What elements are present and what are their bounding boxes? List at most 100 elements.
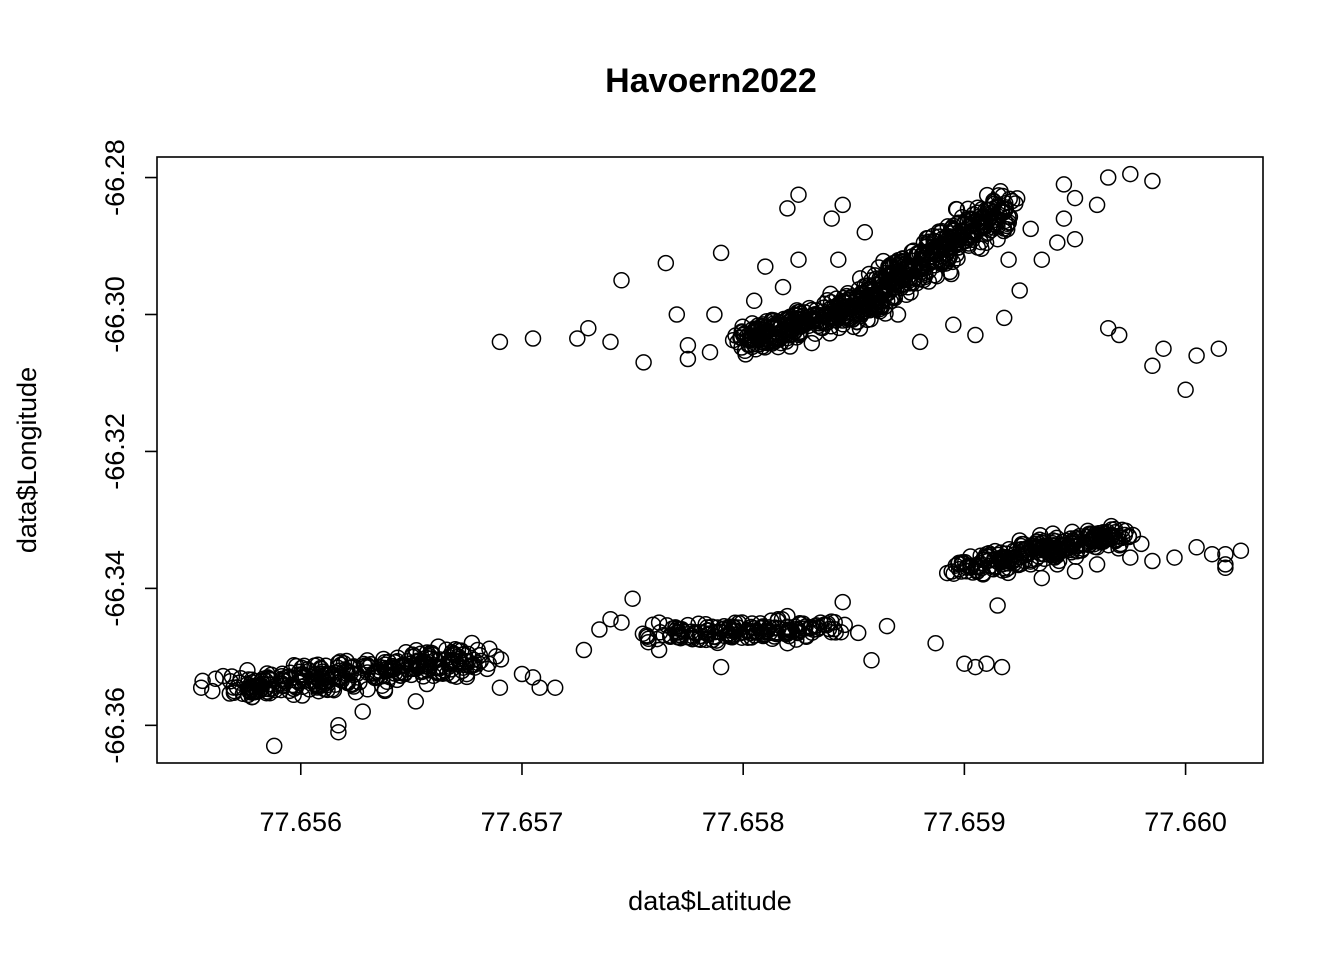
x-tick-label: 77.660	[1144, 807, 1227, 837]
data-point	[376, 682, 394, 700]
data-point	[650, 614, 668, 631]
data-point	[963, 216, 980, 234]
data-point	[1122, 549, 1139, 566]
data-point	[934, 230, 952, 247]
data-point	[978, 545, 995, 563]
data-point	[668, 306, 686, 323]
data-point	[751, 619, 769, 637]
data-point	[640, 630, 657, 648]
data-point	[1088, 556, 1106, 573]
data-point	[889, 306, 907, 323]
data-point	[448, 668, 465, 685]
data-point	[812, 614, 829, 631]
data-point	[662, 627, 679, 644]
data-point	[989, 230, 1006, 248]
plot-frame	[156, 156, 1264, 764]
data-point	[569, 330, 586, 347]
data-point	[1188, 347, 1205, 364]
data-point	[1049, 234, 1066, 251]
data-point	[345, 658, 362, 675]
data-point	[194, 672, 211, 690]
data-point	[878, 617, 896, 635]
data-point	[1144, 172, 1161, 190]
data-point	[492, 651, 510, 668]
data-point	[989, 597, 1006, 614]
y-tick-label: -66.32	[100, 413, 130, 490]
data-point	[282, 664, 299, 682]
data-point	[737, 346, 754, 363]
y-axis-label: data$Longitude	[12, 367, 42, 553]
data-point	[790, 186, 807, 203]
data-point	[897, 267, 915, 285]
data-point	[513, 665, 531, 683]
data-point	[524, 330, 542, 347]
data-point	[1022, 556, 1039, 573]
data-point	[889, 251, 907, 269]
data-point	[317, 666, 335, 684]
data-point	[1028, 533, 1046, 550]
data-point	[867, 297, 885, 314]
data-point	[274, 677, 292, 694]
data-point	[830, 251, 847, 268]
data-point	[1000, 251, 1017, 268]
data-point	[1122, 165, 1139, 183]
data-point	[825, 309, 842, 326]
data-point	[788, 631, 805, 648]
data-point	[1066, 563, 1084, 580]
data-point	[834, 593, 851, 611]
data-point	[399, 653, 416, 670]
data-point	[1217, 545, 1234, 563]
data-point	[1106, 532, 1124, 549]
data-point	[993, 658, 1011, 676]
data-point	[944, 228, 962, 246]
data-point	[745, 292, 763, 310]
data-point	[591, 621, 608, 638]
data-point	[761, 624, 778, 642]
data-point	[769, 612, 786, 630]
data-point	[863, 272, 880, 289]
data-point	[945, 565, 962, 582]
data-point	[348, 665, 366, 683]
data-point	[469, 641, 486, 659]
data-point	[248, 679, 265, 696]
data-point	[1068, 543, 1086, 560]
data-point	[967, 658, 984, 676]
y-tick-label: -66.36	[100, 687, 130, 764]
data-point	[823, 303, 841, 320]
data-point	[803, 334, 821, 352]
data-point	[691, 624, 708, 641]
data-point	[317, 674, 334, 692]
data-point	[638, 627, 655, 644]
data-point	[359, 657, 376, 675]
data-point	[265, 737, 283, 755]
data-point	[978, 655, 995, 672]
data-point	[1155, 340, 1172, 357]
data-point	[1232, 542, 1250, 559]
data-point	[1109, 530, 1127, 548]
data-point	[613, 272, 630, 289]
y-tick-label: -66.30	[100, 276, 130, 353]
data-point	[743, 331, 761, 348]
data-point	[734, 326, 752, 344]
data-point	[987, 209, 1004, 226]
data-point	[408, 656, 425, 674]
data-point	[838, 292, 856, 309]
data-point	[679, 337, 697, 354]
data-point	[996, 549, 1014, 567]
data-point	[1022, 220, 1039, 238]
data-point	[1033, 569, 1051, 587]
data-point	[723, 628, 741, 645]
data-point	[752, 615, 769, 632]
data-point	[290, 674, 308, 691]
data-point	[686, 624, 703, 642]
data-point	[263, 672, 280, 689]
data-point	[613, 614, 630, 631]
data-point	[944, 253, 961, 271]
data-point	[961, 218, 978, 236]
data-point	[1144, 357, 1161, 375]
data-point	[706, 306, 723, 323]
data-point	[734, 318, 751, 335]
data-point	[945, 316, 962, 334]
data-point	[1033, 251, 1051, 268]
data-point	[1031, 531, 1048, 548]
